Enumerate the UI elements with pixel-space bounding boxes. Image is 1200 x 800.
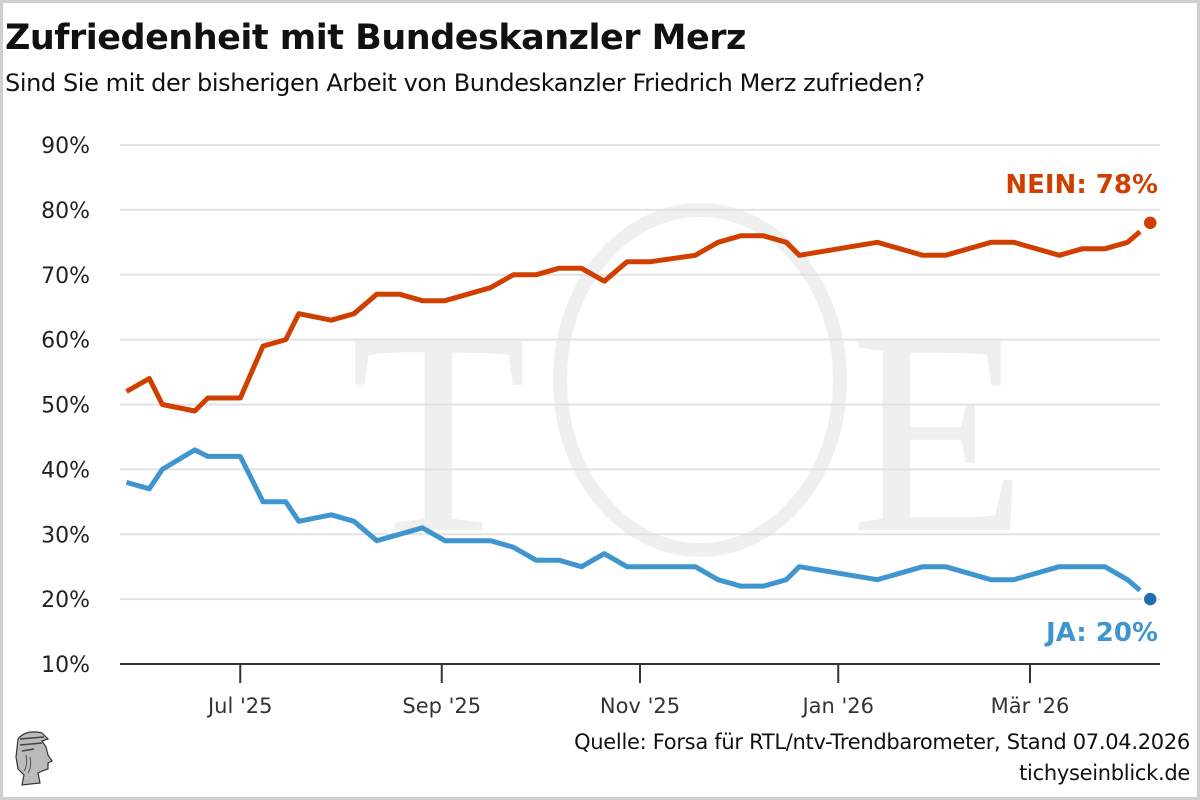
chart-subtitle: Sind Sie mit der bisherigen Arbeit von B… [5, 69, 925, 97]
x-tick-label: Nov '25 [600, 694, 680, 718]
end-point-nein [1142, 215, 1158, 231]
y-tick-label: 60% [41, 329, 90, 354]
y-tick-label: 20% [41, 588, 90, 613]
source-note: Quelle: Forsa für RTL/ntv-Trendbarometer… [574, 730, 1190, 754]
series-labels: NEIN: 78% JA: 20% [1005, 170, 1158, 648]
x-axis: Jul '25 Sep '25 Nov '25 Jan '26 Mär '26 [120, 663, 1160, 718]
y-tick-label: 10% [41, 653, 90, 678]
series-group [125, 215, 1158, 607]
end-point-ja [1142, 591, 1158, 607]
x-tick-label: Mär '26 [991, 694, 1070, 718]
y-tick-label: 50% [41, 394, 90, 419]
series-label-ja: JA: 20% [1044, 618, 1158, 648]
site-credit: tichyseinblick.de [1019, 761, 1190, 785]
watermark-letter-e: E [850, 272, 1027, 593]
chart-title: Zufriedenheit mit Bundeskanzler Merz [5, 18, 746, 58]
watermark-logo: T E [350, 203, 1027, 593]
grid-lines [120, 144, 1160, 601]
tichys-einblick-logo-icon [8, 725, 56, 789]
y-tick-label: 70% [41, 264, 90, 289]
y-tick-label: 90% [41, 134, 90, 159]
series-line-ja [125, 447, 1142, 593]
y-tick-label: 80% [41, 199, 90, 224]
y-tick-label: 30% [41, 523, 90, 548]
x-tick-label: Jan '26 [800, 694, 874, 718]
x-tick-label: Sep '25 [402, 694, 481, 718]
series-label-nein: NEIN: 78% [1005, 170, 1158, 200]
y-tick-label: 40% [41, 458, 90, 483]
x-tick-label: Jul '25 [206, 694, 273, 718]
series-line-nein [125, 229, 1142, 414]
watermark-head [553, 203, 847, 557]
y-axis-ticks: 10% 20% 30% 40% 50% 60% 70% 80% 90% [41, 134, 90, 678]
